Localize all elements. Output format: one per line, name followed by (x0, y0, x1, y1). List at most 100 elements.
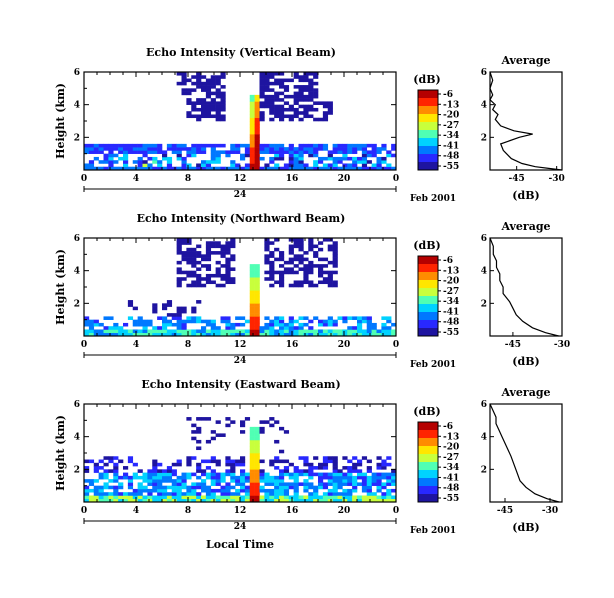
heatmap-cell (230, 459, 236, 464)
heatmap-cell (235, 488, 241, 493)
heatmap-cell (342, 475, 348, 480)
heatmap-cell (181, 472, 187, 477)
heatmap-cell (303, 264, 309, 268)
heatmap-cell (176, 309, 182, 314)
heatmap-cell (376, 466, 382, 470)
y-tick-label: 6 (74, 234, 80, 244)
heatmap-cell (249, 150, 255, 154)
heatmap-cell (327, 498, 333, 503)
heatmap-cell (118, 166, 124, 171)
heatmap-cell (259, 85, 265, 89)
heatmap-cell (201, 326, 207, 330)
y-tick-label: 4 (74, 267, 80, 277)
heatmap-cell (361, 156, 368, 161)
heatmap-cell (225, 244, 231, 249)
heatmap-cell (142, 329, 148, 334)
heatmap-cell (162, 475, 168, 480)
heatmap-cell (274, 114, 280, 119)
heatmap-cell (332, 244, 338, 249)
heatmap-cell (264, 244, 270, 249)
heatmap-cell (127, 316, 134, 320)
heatmap-cell (313, 498, 319, 503)
heatmap-cell (220, 433, 226, 437)
heatmap-cell (313, 332, 319, 337)
heatmap-cell (142, 332, 148, 337)
heatmap-cell (205, 88, 212, 92)
heatmap-cell (235, 329, 241, 334)
heatmap-cell (196, 426, 202, 431)
heatmap-cell (186, 114, 192, 119)
heatmap-cell (279, 264, 285, 268)
heatmap-cell (308, 466, 314, 470)
heatmap-cell (201, 498, 207, 503)
heatmap-cell (230, 166, 236, 171)
heatmap-cell (313, 72, 319, 76)
heatmap-cell (249, 300, 255, 304)
heatmap-cell (318, 472, 324, 477)
heatmap-cell (201, 111, 207, 115)
heatmap-cell (279, 156, 285, 161)
heatmap-cell (318, 257, 324, 262)
heatmap-cell (205, 114, 212, 119)
heatmap-cell (371, 498, 377, 503)
heatmap-cell (303, 498, 309, 503)
x-tick-label: 8 (185, 174, 191, 184)
heatmap-cell (103, 316, 109, 320)
heatmap-cell (240, 498, 246, 503)
heatmap-cell (352, 150, 358, 154)
heatmap-cell (98, 485, 104, 490)
heatmap-cell (288, 143, 294, 148)
colorbar-swatch (418, 146, 438, 155)
heatmap-cell (152, 166, 158, 171)
heatmap-cell (235, 475, 241, 480)
heatmap-cell (225, 326, 231, 330)
heatmap-cell (288, 267, 294, 271)
heatmap-cell (181, 88, 187, 92)
heatmap-cell (283, 495, 290, 500)
heatmap-cell (118, 475, 124, 480)
heatmap-cell (279, 485, 285, 490)
heatmap-cell (298, 329, 304, 334)
heatmap-cell (303, 85, 309, 89)
heatmap-cell (337, 156, 343, 161)
heatmap-cell (293, 75, 299, 79)
heatmap-cell (240, 322, 246, 327)
heatmap-cell (254, 156, 260, 161)
heatmap-cell (127, 485, 134, 490)
heatmap-cell (381, 495, 387, 500)
heatmap-cell (249, 127, 255, 132)
heatmap-cell (308, 462, 314, 467)
heatmap-cell (308, 241, 314, 245)
heatmap-cell (220, 332, 226, 337)
heatmap-cell (113, 326, 119, 330)
heatmap-cell (240, 479, 246, 483)
heatmap-cell (391, 469, 397, 473)
heatmap-cell (254, 98, 260, 102)
heatmap-cell (210, 91, 216, 96)
heatmap-cell (279, 72, 285, 76)
heatmap-cell (269, 273, 275, 278)
heatmap-cell (191, 472, 197, 477)
heatmap-cell (249, 156, 255, 161)
heatmap-cell (327, 456, 333, 460)
heatmap-cell (215, 433, 221, 437)
heatmap-cell (293, 107, 299, 112)
heatmap-cell (127, 456, 134, 460)
heatmap-cell (318, 160, 324, 164)
heatmap-cell (313, 150, 319, 154)
heatmap-cell (279, 449, 285, 454)
heatmap-cell (210, 280, 216, 285)
heatmap-cell (235, 479, 241, 483)
heatmap-cell (303, 143, 309, 148)
avg-y-tick-label: 2 (481, 465, 487, 475)
heatmap-cell (391, 495, 397, 500)
heatmap-cell (259, 430, 265, 434)
heatmap-cell (142, 163, 148, 168)
heatmap-cell (357, 498, 363, 503)
heatmap-cell (332, 166, 338, 171)
x-tick-label: 0 (81, 340, 87, 350)
heatmap-cell (84, 166, 90, 171)
heatmap-cell (342, 156, 348, 161)
heatmap-cell (103, 147, 109, 151)
heatmap-cell (181, 75, 187, 79)
